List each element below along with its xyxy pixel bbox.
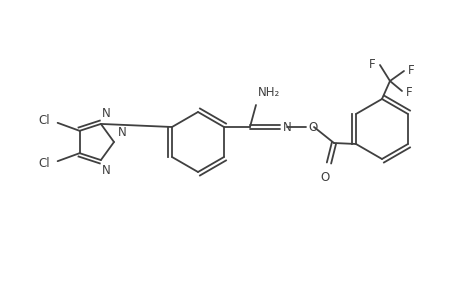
Text: Cl: Cl bbox=[38, 157, 50, 170]
Text: N: N bbox=[282, 121, 291, 134]
Text: N: N bbox=[101, 107, 110, 120]
Text: O: O bbox=[308, 121, 317, 134]
Text: N: N bbox=[101, 164, 110, 177]
Text: F: F bbox=[407, 64, 414, 76]
Text: O: O bbox=[319, 171, 329, 184]
Text: F: F bbox=[405, 85, 412, 98]
Text: N: N bbox=[118, 126, 127, 139]
Text: Cl: Cl bbox=[38, 114, 50, 127]
Text: NH₂: NH₂ bbox=[257, 86, 280, 99]
Text: F: F bbox=[369, 58, 375, 70]
